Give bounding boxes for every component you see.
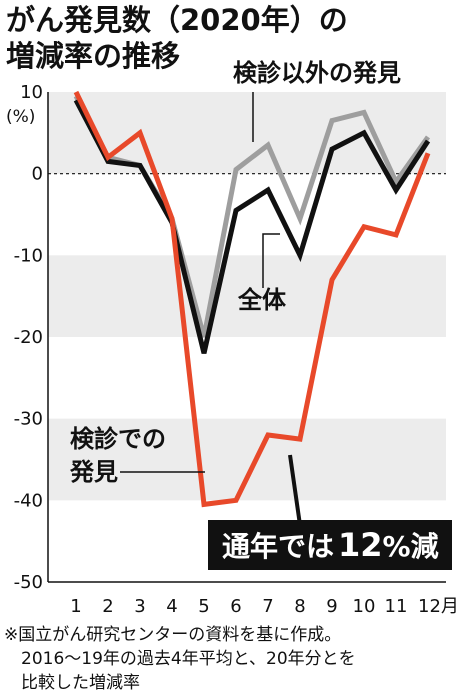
callout-prefix: 通年では [222,530,334,563]
leader-total [262,233,280,288]
y-tick-label: -50 [14,572,43,593]
label-total: 全体 [237,286,287,314]
label-screening-line-1: 検診での [70,425,166,453]
x-tick-label: 12月 [418,596,459,617]
y-tick-label: 0 [32,164,43,185]
series-line-3 [73,90,431,508]
callout-suffix: %減 [383,530,439,563]
y-tick-label: -30 [14,409,43,430]
x-tick-label: 6 [230,596,241,617]
grid-bands [48,92,446,501]
x-tick-label: 1 [70,596,81,617]
chart-title-line-1: がん発見数（2020年）の [6,3,348,37]
source-note-line-1: ※国立がん研究センターの資料を基に作成。 [4,625,341,645]
y-tick-label: 10 [20,82,43,103]
callout-box [208,520,452,570]
x-tick-label: 4 [166,596,177,617]
callout-value: 12 [338,526,383,564]
x-tick-label: 7 [262,596,273,617]
x-axis-ticks: 1 2 3 4 5 6 7 8 9 10 11 12月 [70,596,459,617]
grid-band [48,255,446,337]
label-screening-line-2: 発見 [69,458,118,486]
y-tick-label: -40 [14,490,43,511]
callout-text: 通年では 12%減 [222,526,439,564]
series-lines [73,90,431,508]
callout-pointer [288,454,302,526]
x-tick-label: 11 [385,596,408,617]
x-tick-label: 9 [326,596,337,617]
label-other-than-screening: 検診以外の発見 [233,59,401,87]
y-axis-unit: (%) [6,107,35,127]
x-tick-label: 5 [198,596,209,617]
x-tick-label: 8 [294,596,305,617]
series-line-2 [73,99,431,354]
source-note-line-3: 比較した増減率 [4,673,140,693]
grid-band [48,418,446,501]
y-axis-ticks: 10 0 -10 -20 -30 -40 -50 [14,82,43,593]
y-tick-label: -10 [14,245,43,266]
x-tick-label: 10 [353,596,376,617]
x-tick-label: 2 [102,596,113,617]
y-tick-label: -20 [14,327,43,348]
chart-title-line-2: 増減率の推移 [6,39,180,73]
x-tick-label: 3 [134,596,145,617]
source-note-line-2: 2016～19年の過去4年平均と、20年分とを [4,649,356,669]
